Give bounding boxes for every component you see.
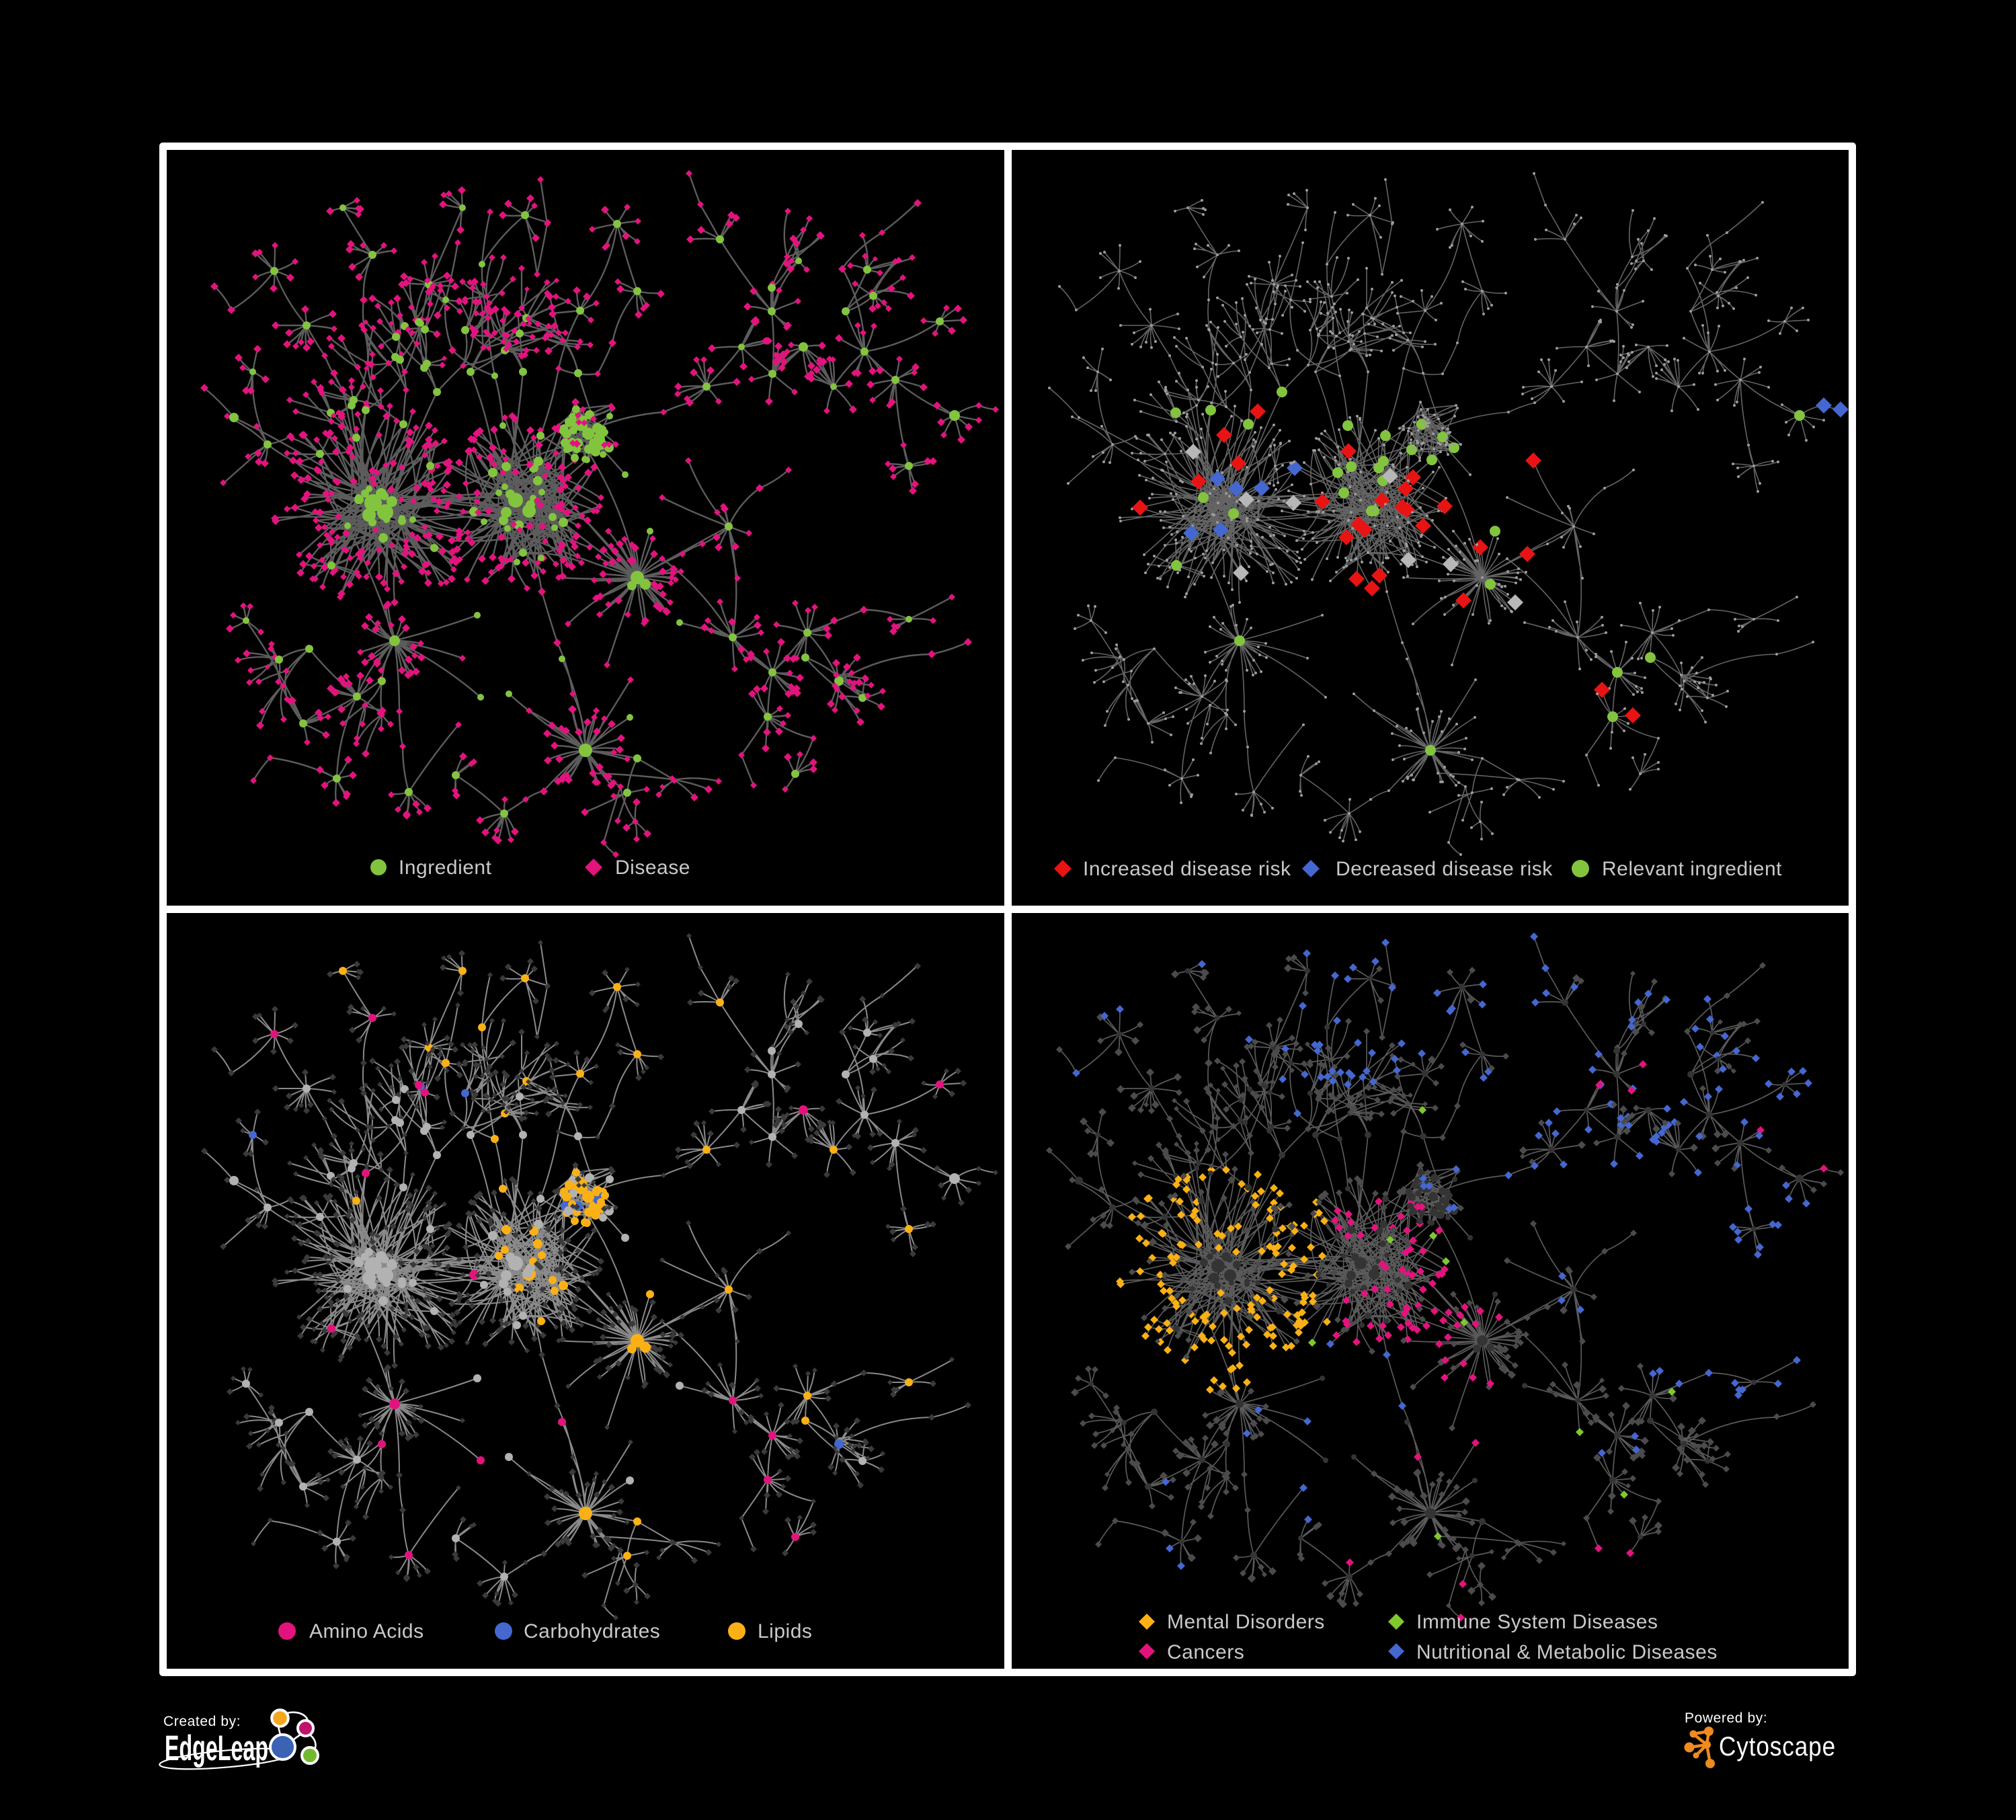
svg-text:Decreased disease risk: Decreased disease risk <box>1336 858 1553 880</box>
svg-text:Nutritional & Metabolic Diseas: Nutritional & Metabolic Diseases <box>1416 1641 1718 1663</box>
svg-text:Cancers: Cancers <box>1167 1641 1244 1663</box>
svg-text:Powered by:: Powered by: <box>1685 1710 1767 1726</box>
svg-text:Mental Disorders: Mental Disorders <box>1167 1611 1325 1633</box>
svg-text:Immune System Diseases: Immune System Diseases <box>1416 1611 1658 1633</box>
svg-text:EdgeLeap: EdgeLeap <box>165 1729 268 1768</box>
svg-text:Lipids: Lipids <box>758 1620 812 1643</box>
svg-text:Ingredient: Ingredient <box>399 857 492 879</box>
svg-text:Cytoscape: Cytoscape <box>1719 1732 1836 1762</box>
svg-text:Relevant ingredient: Relevant ingredient <box>1602 858 1782 880</box>
svg-text:Created by:: Created by: <box>163 1714 241 1729</box>
svg-text:Increased disease risk: Increased disease risk <box>1083 858 1291 880</box>
svg-text:Carbohydrates: Carbohydrates <box>524 1620 660 1643</box>
svg-text:Disease: Disease <box>615 857 690 879</box>
svg-text:Amino Acids: Amino Acids <box>309 1620 424 1643</box>
